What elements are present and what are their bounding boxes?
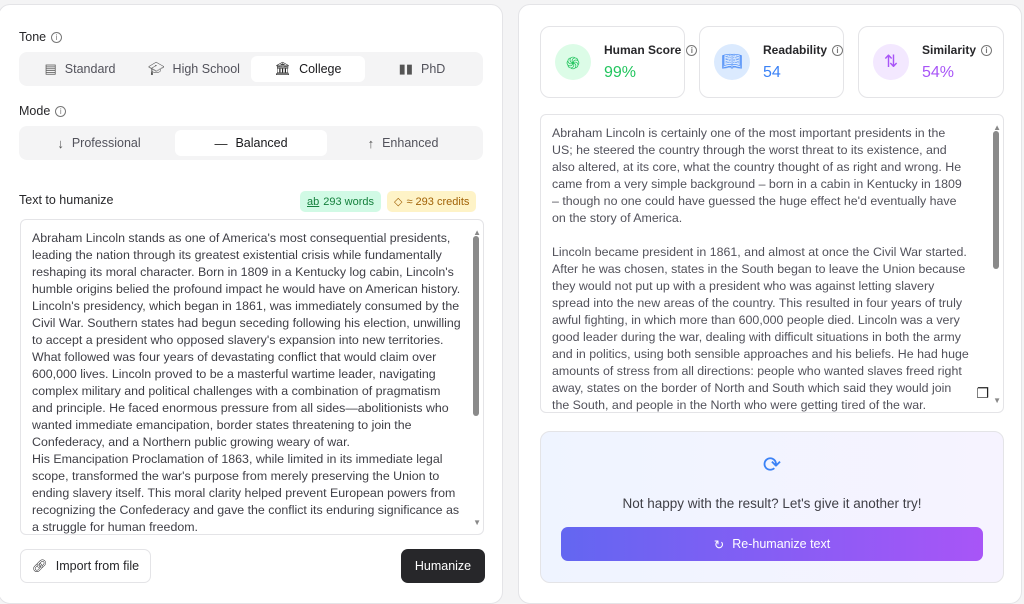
mode-selector: ↓ Professional — Balanced ↑ Enhanced (19, 126, 483, 160)
mode-option-balanced[interactable]: — Balanced (175, 130, 327, 156)
option-label: High School (172, 62, 240, 76)
output-text[interactable]: Abraham Lincoln is certainly one of the … (540, 114, 1004, 413)
paperclip-icon: 🔗︎ (31, 558, 48, 573)
similarity-card: ⇅ Similarity i 54% (858, 26, 1004, 98)
refresh-icon: ⟳ (762, 452, 782, 477)
word-count-badge: ab 293 words (300, 191, 382, 212)
stat-title: Human Score (604, 43, 682, 57)
option-label: PhD (420, 62, 446, 76)
arrow-up-icon: ↑ (367, 135, 375, 151)
mode-option-enhanced[interactable]: ↑ Enhanced (327, 130, 479, 156)
results-panel: ֍ Human Score i 99% 📖︎ Readability i 54 ⇅ … (518, 4, 1022, 604)
readability-value: 54 (763, 64, 781, 81)
rotate-icon: ↻ (713, 537, 725, 552)
option-label: Balanced (235, 136, 288, 150)
word-count: 293 words (323, 195, 375, 208)
gem-icon: ◇ (394, 196, 403, 208)
scroll-up-icon[interactable]: ▲ (473, 228, 481, 237)
credits-count: ≈ 293 credits (406, 195, 470, 208)
info-icon[interactable]: i (686, 44, 698, 56)
scrollbar[interactable] (993, 131, 999, 269)
fingerprint-icon: ֍ (555, 44, 591, 80)
git-compare-icon: ⇅ (873, 44, 909, 80)
text-icon: ab (307, 195, 320, 208)
info-icon[interactable]: i (832, 44, 844, 56)
info-icon[interactable]: i (981, 44, 993, 56)
import-file-button[interactable]: 🔗︎ Import from file (20, 549, 151, 583)
stat-title: Readability (763, 43, 828, 57)
option-label: College (299, 62, 342, 76)
tone-option-college[interactable]: 🏛︎ College (251, 56, 365, 82)
option-label: Professional (71, 136, 141, 150)
similarity-value: 54% (922, 64, 955, 81)
info-icon[interactable]: i (51, 31, 63, 43)
document-icon: ▤ (44, 61, 57, 76)
credits-badge: ◇ ≈ 293 credits (387, 191, 477, 212)
rehumanize-button[interactable]: ↻ Re-humanize text (561, 527, 983, 561)
graduation-cap-icon: 🎓︎ (148, 61, 165, 76)
humanize-label: Humanize (414, 559, 472, 573)
input-paragraph: Abraham Lincoln stands as one of America… (32, 231, 461, 449)
readability-card: 📖︎ Readability i 54 (699, 26, 844, 98)
option-label: Enhanced (382, 136, 439, 150)
output-paragraph: Abraham Lincoln is certainly one of the … (552, 126, 962, 225)
stat-title: Similarity (922, 43, 977, 57)
tone-option-phd[interactable]: ▮▮ PhD (365, 56, 479, 82)
input-label: Text to humanize (19, 193, 114, 207)
retry-section: ⟳ Not happy with the result? Let's give … (540, 431, 1004, 583)
tone-label: Tone i (19, 30, 63, 44)
copy-icon[interactable]: ❐ (976, 385, 989, 402)
mode-option-professional[interactable]: ↓ Professional (23, 130, 175, 156)
rehumanize-label: Re-humanize text (732, 537, 831, 551)
mode-label-text: Mode (19, 104, 51, 118)
human-score-value: 99% (604, 64, 637, 81)
building-columns-icon: 🏛︎ (274, 61, 292, 76)
scrollbar[interactable] (473, 236, 479, 416)
book-icon: ▮▮ (398, 61, 413, 76)
tone-option-high-school[interactable]: 🎓︎ High School (137, 56, 251, 82)
option-label: Standard (64, 62, 116, 76)
input-textarea[interactable]: Abraham Lincoln stands as one of America… (20, 219, 484, 535)
import-label: Import from file (55, 559, 140, 573)
input-paragraph: His Emancipation Proclamation of 1863, w… (32, 452, 460, 534)
scroll-down-icon[interactable]: ▼ (993, 396, 1001, 405)
settings-panel: Tone i ▤ Standard 🎓︎ High School 🏛︎ College … (0, 4, 503, 604)
scroll-down-icon[interactable]: ▼ (473, 518, 481, 527)
tone-selector: ▤ Standard 🎓︎ High School 🏛︎ College ▮▮ PhD (19, 52, 483, 86)
info-icon[interactable]: i (55, 105, 67, 117)
tone-option-standard[interactable]: ▤ Standard (23, 56, 137, 82)
scroll-up-icon[interactable]: ▲ (993, 123, 1001, 132)
output-paragraph: Lincoln became president in 1861, and al… (552, 245, 969, 412)
humanize-button[interactable]: Humanize (401, 549, 485, 583)
book-open-icon: 📖︎ (714, 44, 750, 80)
retry-message: Not happy with the result? Let's give it… (622, 496, 922, 511)
mode-label: Mode i (19, 104, 67, 118)
human-score-card: ֍ Human Score i 99% (540, 26, 698, 98)
minus-icon: — (214, 135, 228, 151)
arrow-down-icon: ↓ (57, 135, 64, 151)
tone-label-text: Tone (19, 30, 47, 44)
